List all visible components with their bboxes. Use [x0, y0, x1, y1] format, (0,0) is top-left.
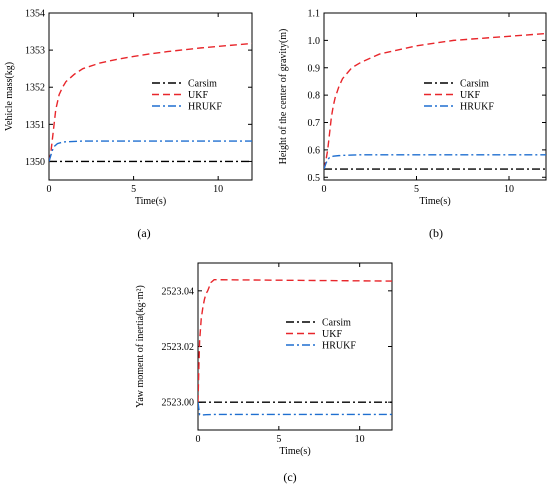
plot-frame [48, 12, 253, 181]
series-line-hrukf [324, 154, 546, 170]
y-tick-label: 1.0 [308, 36, 321, 47]
x-tick-label: 0 [196, 434, 201, 445]
legend-label-ukf: UKF [460, 90, 480, 101]
legend-label-hrukf: HRUKF [188, 102, 222, 113]
legend-label-ukf: UKF [322, 329, 342, 340]
series-line-ukf [49, 42, 252, 162]
y-tick-label: 0.5 [308, 173, 321, 184]
series-line-hrukf [198, 402, 392, 416]
y-axis-label: Height of the center of gravity(m) [278, 29, 289, 165]
y-tick-label: 0.6 [308, 145, 321, 156]
x-tick-label: 5 [131, 184, 136, 195]
chart-caption: (c) [283, 470, 296, 484]
x-axis-label: Time(s) [135, 196, 166, 207]
x-tick-label: 10 [504, 184, 514, 195]
plot-frame [197, 262, 393, 431]
x-tick-label: 10 [355, 434, 365, 445]
x-tick-label: 5 [276, 434, 281, 445]
legend-label-carsim: Carsim [322, 318, 351, 329]
series-line-ukf [198, 278, 392, 403]
x-tick-label: 5 [414, 184, 419, 195]
chart-3: 0 5 10 2523.00 2523.02 2523.04 Time(s) Yaw mome… [135, 262, 393, 484]
legend-label-ukf: UKF [188, 90, 208, 101]
plot-frame [323, 12, 547, 181]
x-tick-label: 0 [47, 184, 52, 195]
series-line-hrukf [49, 140, 252, 162]
y-tick-label: 1.1 [308, 9, 321, 20]
y-tick-label: 2523.02 [162, 342, 195, 353]
y-tick-label: 2523.04 [162, 286, 195, 297]
y-tick-label: 2523.00 [162, 398, 195, 409]
y-tick-label: 1354 [25, 9, 45, 20]
y-axis-label: Yaw moment of inertia(kg·m²) [135, 285, 146, 408]
legend-label-carsim: Carsim [188, 79, 217, 90]
legend-label-hrukf: HRUKF [322, 341, 356, 352]
y-tick-label: 0.7 [308, 118, 321, 129]
x-tick-label: 0 [322, 184, 327, 195]
y-tick-label: 0.9 [308, 63, 321, 74]
x-tick-label: 10 [213, 184, 223, 195]
y-tick-label: 1353 [25, 46, 45, 57]
y-tick-label: 1351 [25, 120, 45, 131]
x-axis-label: Time(s) [279, 446, 310, 457]
chart-caption: (b) [429, 226, 443, 240]
series-line-ukf [324, 32, 546, 170]
legend-label-carsim: Carsim [460, 79, 489, 90]
chart-1: 0 5 10 1350 1351 1352 1353 1354 Time(s) Vehicle m… [4, 9, 253, 240]
y-axis-label: Vehicle mass(kg) [4, 62, 15, 131]
y-tick-label: 1352 [25, 83, 45, 94]
chart-caption: (a) [137, 226, 150, 240]
chart-2: 0 5 10 0.5 0.6 0.7 0.8 0.9 1.0 1.1 Time(s) Height o… [278, 9, 547, 240]
legend-label-hrukf: HRUKF [460, 102, 494, 113]
y-tick-label: 0.8 [308, 91, 321, 102]
x-axis-label: Time(s) [419, 196, 450, 207]
y-tick-label: 1350 [25, 157, 45, 168]
